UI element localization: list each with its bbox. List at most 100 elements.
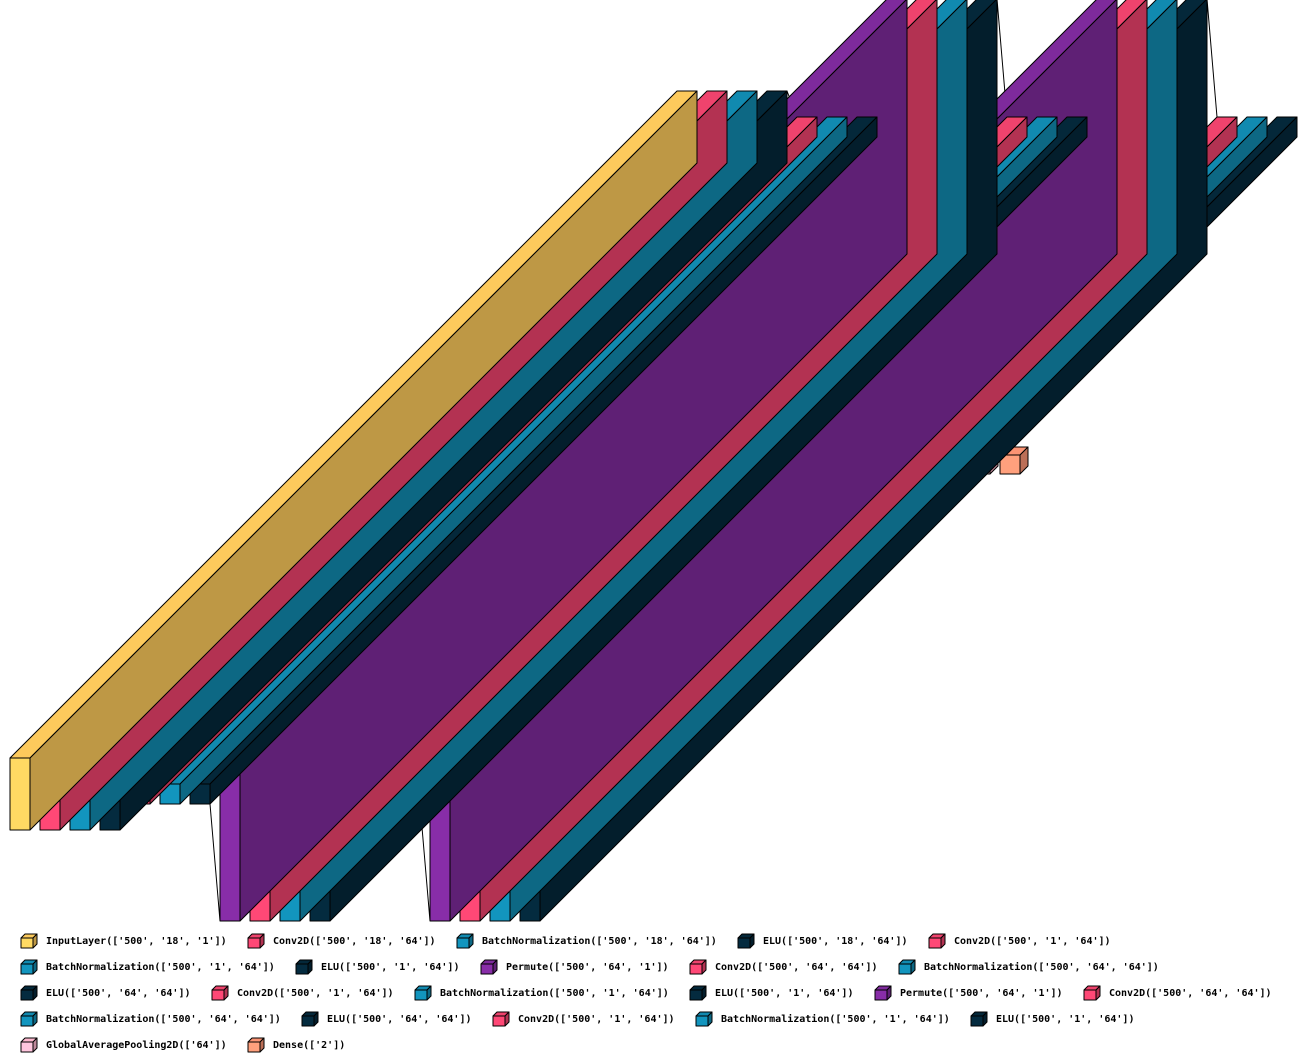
connector-line: [1206, 0, 1218, 118]
connector-line: [209, 803, 221, 922]
legend-item: BatchNormalization(['500', '1', '64']): [414, 985, 669, 1001]
swatch-front: [874, 989, 888, 1001]
swatch-front: [20, 963, 34, 975]
legend-swatch-icon: [689, 985, 707, 1001]
swatch-front: [20, 989, 34, 1001]
legend-swatch-icon: [20, 1037, 38, 1053]
swatch-front: [295, 963, 309, 975]
legend-label: Conv2D(['500', '1', '64']): [954, 935, 1111, 947]
legend-label: BatchNormalization(['500', '18', '64']): [482, 935, 717, 947]
legend-label: Dense(['2']): [273, 1039, 346, 1051]
swatch-front: [20, 937, 34, 949]
legend-item: ELU(['500', '1', '64']): [295, 959, 459, 975]
legend-item: BatchNormalization(['500', '64', '64']): [20, 1011, 281, 1027]
legend-label: Conv2D(['500', '18', '64']): [273, 935, 436, 947]
legend-item: BatchNormalization(['500', '18', '64']): [456, 933, 717, 949]
legend-label: BatchNormalization(['500', '1', '64']): [721, 1013, 950, 1025]
legend-label: BatchNormalization(['500', '1', '64']): [440, 987, 669, 999]
swatch-front: [456, 937, 470, 949]
swatch-front: [970, 1015, 984, 1027]
swatch-front: [928, 937, 942, 949]
legend-item: ELU(['500', '64', '64']): [20, 985, 191, 1001]
swatch-front: [414, 989, 428, 1001]
legend-label: Conv2D(['500', '64', '64']): [715, 961, 878, 973]
box-front-face: [999, 454, 1021, 475]
swatch-front: [247, 937, 261, 949]
legend-item: Conv2D(['500', '1', '64']): [928, 933, 1111, 949]
legend-label: ELU(['500', '64', '64']): [46, 987, 191, 999]
legend-item: Conv2D(['500', '1', '64']): [492, 1011, 675, 1027]
legend-swatch-icon: [874, 985, 892, 1001]
legend-swatch-icon: [20, 985, 38, 1001]
legend-label: BatchNormalization(['500', '64', '64']): [46, 1013, 281, 1025]
legend-swatch-icon: [20, 959, 38, 975]
legend-swatch-icon: [737, 933, 755, 949]
swatch-front: [20, 1015, 34, 1027]
legend-item: BatchNormalization(['500', '64', '64']): [898, 959, 1159, 975]
swatch-front: [247, 1041, 261, 1053]
legend-swatch-icon: [414, 985, 432, 1001]
legend-item: ELU(['500', '18', '64']): [737, 933, 908, 949]
legend-label: Conv2D(['500', '1', '64']): [518, 1013, 675, 1025]
legend-swatch-icon: [898, 959, 916, 975]
legend-item: ELU(['500', '64', '64']): [301, 1011, 472, 1027]
layer-boxes: [9, 0, 1298, 922]
legend-swatch-icon: [295, 959, 313, 975]
swatch-front: [689, 963, 703, 975]
legend-item: BatchNormalization(['500', '1', '64']): [20, 959, 275, 975]
legend-label: ELU(['500', '1', '64']): [996, 1013, 1135, 1025]
swatch-front: [898, 963, 912, 975]
legend-label: ELU(['500', '1', '64']): [321, 961, 460, 973]
legend-label: BatchNormalization(['500', '64', '64']): [924, 961, 1159, 973]
legend-label: InputLayer(['500', '18', '1']): [46, 935, 227, 947]
swatch-front: [695, 1015, 709, 1027]
legend-label: GlobalAveragePooling2D(['64']): [46, 1039, 227, 1051]
swatch-front: [20, 1041, 34, 1053]
legend-item: ELU(['500', '1', '64']): [970, 1011, 1134, 1027]
legend-swatch-icon: [247, 933, 265, 949]
legend-swatch-icon: [492, 1011, 510, 1027]
legend-label: Permute(['500', '64', '1']): [506, 961, 669, 973]
legend-label: ELU(['500', '18', '64']): [763, 935, 908, 947]
legend-label: Conv2D(['500', '64', '64']): [1109, 987, 1272, 999]
swatch-front: [480, 963, 494, 975]
legend-swatch-icon: [20, 933, 38, 949]
legend-swatch-icon: [970, 1011, 988, 1027]
legend-label: ELU(['500', '1', '64']): [715, 987, 854, 999]
legend-swatch-icon: [1083, 985, 1101, 1001]
legend-item: Conv2D(['500', '18', '64']): [247, 933, 436, 949]
legend-item: Conv2D(['500', '1', '64']): [211, 985, 394, 1001]
box-front-face: [9, 757, 31, 831]
legend-item: Permute(['500', '64', '1']): [874, 985, 1063, 1001]
input-layer-box: [9, 90, 698, 831]
legend-item: GlobalAveragePooling2D(['64']): [20, 1037, 227, 1053]
legend-item: BatchNormalization(['500', '1', '64']): [695, 1011, 950, 1027]
legend-label: Conv2D(['500', '1', '64']): [237, 987, 394, 999]
swatch-front: [301, 1015, 315, 1027]
swatch-front: [1083, 989, 1097, 1001]
legend-item: Dense(['2']): [247, 1037, 345, 1053]
swatch-front: [737, 937, 751, 949]
swatch-front: [211, 989, 225, 1001]
legend-swatch-icon: [689, 959, 707, 975]
legend-item: Conv2D(['500', '64', '64']): [1083, 985, 1272, 1001]
legend-item: Permute(['500', '64', '1']): [480, 959, 669, 975]
legend-item: ELU(['500', '1', '64']): [689, 985, 853, 1001]
legend-swatch-icon: [301, 1011, 319, 1027]
legend-swatch-icon: [480, 959, 498, 975]
swatch-front: [689, 989, 703, 1001]
legend-swatch-icon: [928, 933, 946, 949]
legend-swatch-icon: [247, 1037, 265, 1053]
legend-label: BatchNormalization(['500', '1', '64']): [46, 961, 275, 973]
legend-swatch-icon: [20, 1011, 38, 1027]
legend-label: Permute(['500', '64', '1']): [900, 987, 1063, 999]
legend-swatch-icon: [695, 1011, 713, 1027]
swatch-front: [492, 1015, 506, 1027]
legend-item: InputLayer(['500', '18', '1']): [20, 933, 227, 949]
legend-item: Conv2D(['500', '64', '64']): [689, 959, 878, 975]
legend-swatch-icon: [211, 985, 229, 1001]
legend-swatch-icon: [456, 933, 474, 949]
legend-label: ELU(['500', '64', '64']): [327, 1013, 472, 1025]
